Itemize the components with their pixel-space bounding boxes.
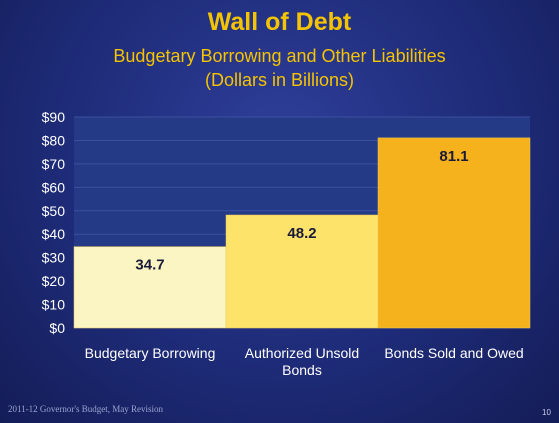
- y-tick-label: $60: [42, 179, 66, 195]
- data-label: 81.1: [439, 148, 468, 165]
- page-number: 10: [542, 408, 551, 417]
- footer-text: 2011-12 Governor's Budget, May Revision: [8, 404, 164, 414]
- x-tick-label: Bonds Sold and Owed: [384, 345, 523, 361]
- chart-title: Wall of Debt: [207, 8, 352, 36]
- y-tick-label: $0: [49, 320, 65, 336]
- data-labels: 34.7 48.2 81.1: [135, 148, 468, 274]
- y-tick-label: $40: [42, 226, 66, 242]
- data-label: 34.7: [135, 257, 164, 274]
- x-tick-label: Authorized Unsold: [245, 345, 359, 361]
- y-tick-label: $80: [42, 132, 66, 148]
- y-tick-label: $70: [42, 156, 66, 172]
- chart-subtitle-line2: (Dollars in Billions): [204, 70, 355, 90]
- y-tick-label: $10: [42, 297, 66, 313]
- bar: [225, 214, 379, 329]
- y-tick-label: $90: [42, 109, 66, 125]
- y-axis-ticks: $0 $10 $20 $30 $40 $50 $60 $70 $80 $90: [42, 109, 66, 336]
- bars: [73, 137, 531, 329]
- x-tick-label: Bonds: [282, 362, 322, 378]
- y-tick-label: $50: [42, 203, 66, 219]
- bar: [377, 137, 531, 329]
- data-label: 48.2: [287, 225, 316, 242]
- x-tick-label: Budgetary Borrowing: [85, 345, 216, 361]
- x-axis-labels: Budgetary Borrowing Authorized UnsoldBond…: [85, 345, 524, 378]
- y-tick-label: $20: [42, 273, 66, 289]
- y-tick-label: $30: [42, 250, 66, 266]
- chart-subtitle-line1: Budgetary Borrowing and Other Liabilitie…: [113, 46, 446, 66]
